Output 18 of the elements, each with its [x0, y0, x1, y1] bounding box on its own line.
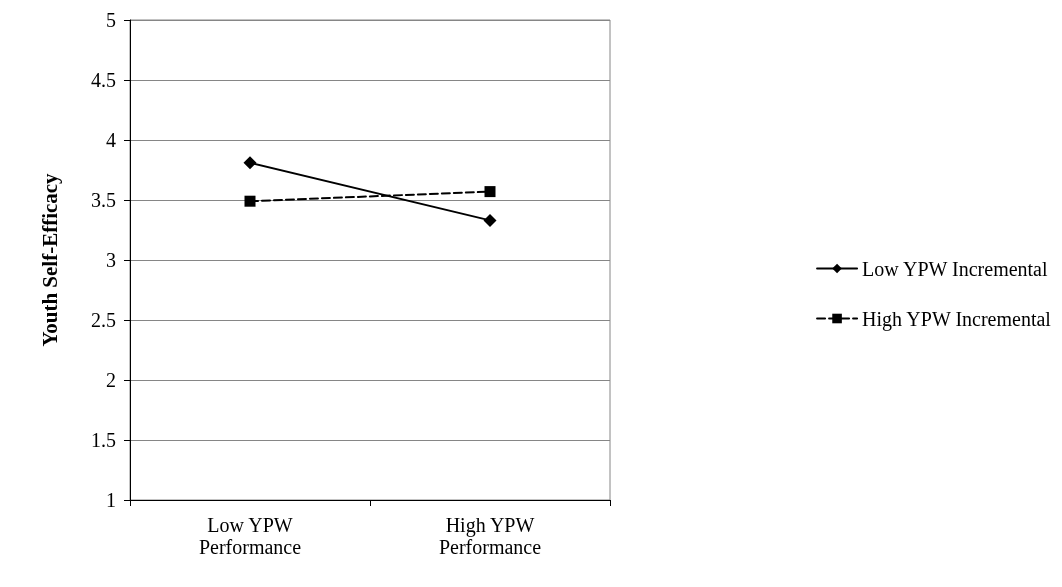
x-tick-label: Low YPW Performance — [198, 514, 302, 558]
y-tick-label: 3.5 — [91, 189, 116, 211]
x-tick-label: High YPW Performance — [438, 514, 542, 558]
y-tick-label: 1 — [106, 489, 116, 511]
y-tick-label: 4.5 — [91, 69, 116, 91]
y-tick-label: 2 — [106, 369, 116, 391]
y-tick-label: 4 — [106, 129, 116, 151]
point — [243, 156, 257, 170]
y-axis-title: Youth Self-Efficacy — [37, 172, 62, 347]
point — [483, 213, 497, 227]
legend-label: High YPW Incremental — [862, 307, 1052, 331]
point — [244, 195, 256, 207]
y-tick-label: 3 — [106, 249, 116, 271]
legend-label: Low YPW Incremental — [862, 257, 1048, 280]
y-tick-label: 5 — [106, 9, 116, 31]
point — [484, 186, 496, 198]
y-tick-label: 2.5 — [91, 309, 116, 331]
y-tick-label: 1.5 — [91, 429, 116, 451]
